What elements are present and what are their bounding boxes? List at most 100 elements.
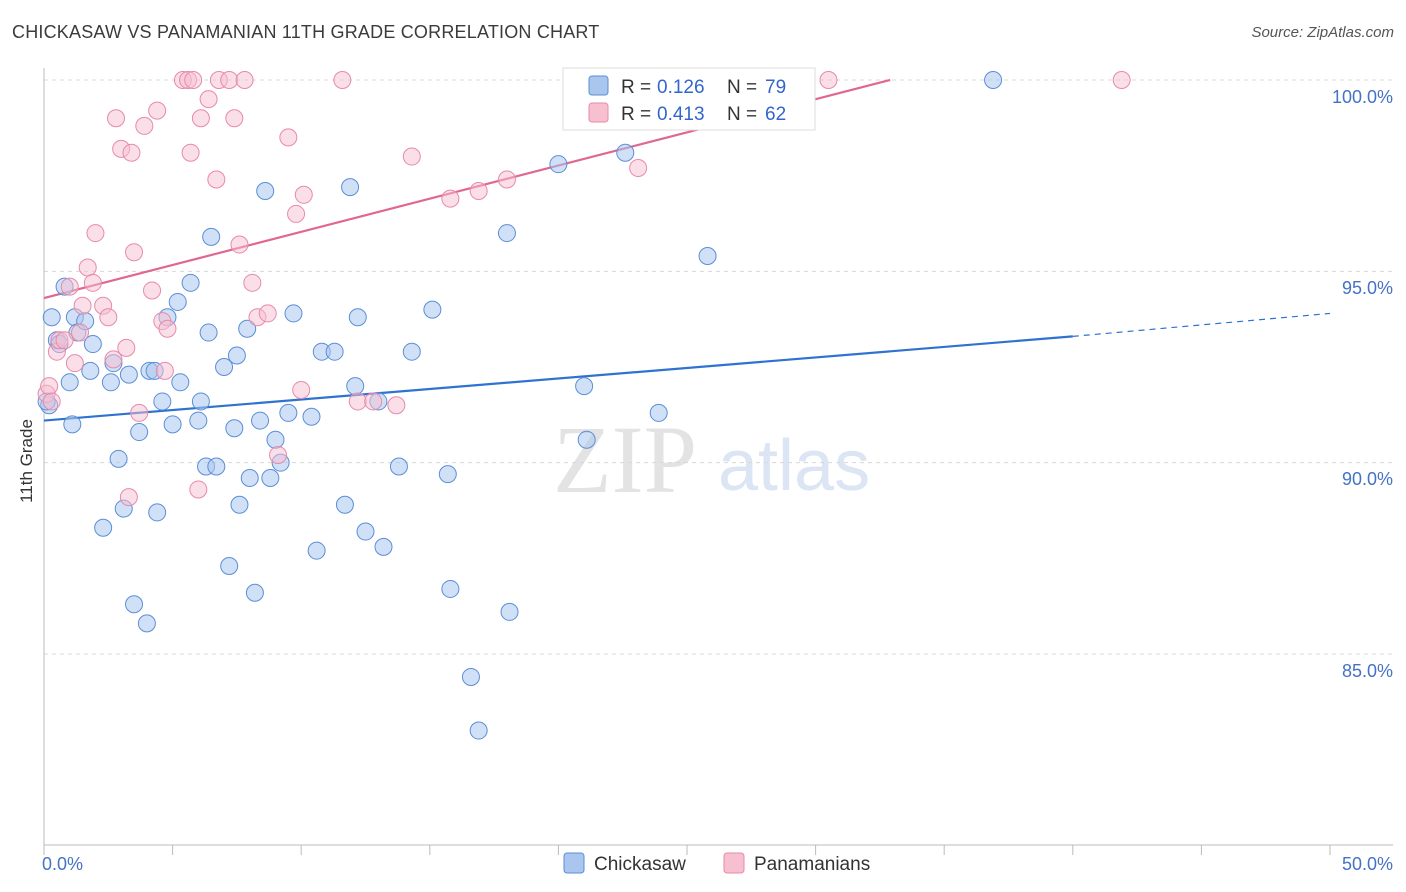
chickasaw-point [109,449,128,468]
series-legend: Chickasaw Panamanians [563,852,870,875]
chickasaw-trend-line [43,335,1073,422]
panamanian-point [199,90,218,109]
panamanian-point [42,392,61,411]
chart-title: CHICKASAW VS PANAMANIAN 11TH GRADE CORRE… [12,22,600,42]
chickasaw-point [168,292,187,311]
chickasaw-point [238,319,257,338]
chickasaw-point [119,365,138,384]
chickasaw-point [307,541,326,560]
chickasaw-point [60,373,79,392]
chickasaw-point [191,392,210,411]
legend-r-label-panamanians: R = [621,104,651,125]
chickasaw-point [497,224,516,243]
panamanian-point [99,308,118,327]
chickasaw-point [374,537,393,556]
chickasaw-point [266,430,285,449]
panamanian-point [181,143,200,162]
y-tick-label-90: 90.0% [1342,469,1393,489]
chickasaw-point [469,721,488,740]
legend-r-value-panamanians: 0.413 [657,104,705,125]
panamanian-point [387,396,406,415]
chickasaw-point [549,155,568,174]
chickasaw-point [279,403,298,422]
source-label: Source: ZipAtlas.com [1251,24,1394,41]
chickasaw-point [284,304,303,323]
chickasaw-point [335,495,354,514]
panamanian-point [333,71,352,89]
panamanian-point [258,304,277,323]
y-tick-label-85: 85.0% [1342,661,1393,681]
chickasaw-point [423,300,442,319]
chickasaw-point [256,181,275,200]
panamanian-point [143,281,162,300]
chickasaw-point [230,495,249,514]
chickasaw-point [240,468,259,487]
chickasaw-point [461,667,480,686]
chickasaw-point [171,373,190,392]
panamanian-point [207,170,226,189]
chickasaw-point [402,342,421,361]
panamanian-point [1112,71,1131,89]
panamanian-point [71,323,90,342]
bottom-legend-label-panamanians: Panamanians [754,854,870,875]
panamanian-point [294,185,313,204]
panamanian-point [65,354,84,373]
legend-n-label-chickasaw: N = [727,77,757,98]
chickasaw-point [348,308,367,327]
panamanian-point [819,71,838,89]
panamanian-point [220,71,239,89]
chickasaw-point [189,411,208,430]
panamanian-point [107,109,126,128]
y-tick-label-95: 95.0% [1342,278,1393,298]
panamanian-point [189,480,208,499]
panamanian-point [78,258,97,277]
panamanian-point [60,277,79,296]
panamanian-point [497,170,516,189]
chickasaw-point [577,430,596,449]
chickasaw-point [500,602,519,621]
panamanian-point [148,101,167,120]
chickasaw-points [37,71,1003,740]
watermark-atlas: atlas [718,426,870,506]
panamanian-point [104,350,123,369]
chickasaw-point [63,415,82,434]
panamanian-point [130,403,149,422]
panamanian-point [73,296,92,315]
chickasaw-point [261,468,280,487]
chickasaw-point [83,335,102,354]
bottom-legend-label-chickasaw: Chickasaw [594,854,686,875]
panamanian-point [441,189,460,208]
chickasaw-point [148,503,167,522]
chickasaw-point [130,423,149,442]
panamanian-point [225,109,244,128]
legend-swatch-chickasaw [588,75,609,96]
x-tick-label-1: 50.0% [1342,854,1393,874]
panamanian-point [269,446,288,465]
stats-legend: R = 0.126 N = 79 R = 0.413 N = 62 [562,67,816,131]
chickasaw-point [389,457,408,476]
legend-r-value-chickasaw: 0.126 [657,77,705,98]
chickasaw-point [42,308,61,327]
chickasaw-point [220,556,239,575]
chickasaw-point [616,143,635,162]
legend-n-label-panamanians: N = [727,104,757,125]
panamanian-point [230,235,249,254]
panamanian-point [83,273,102,292]
chickasaw-point [199,323,218,342]
chickasaw-point [325,342,344,361]
panamanian-point [243,273,262,292]
panamanian-point [184,71,203,89]
legend-n-value-panamanians: 62 [765,104,786,125]
chickasaw-point [153,392,172,411]
legend-n-value-chickasaw: 79 [765,77,786,98]
chickasaw-point [181,273,200,292]
chickasaw-point [356,522,375,541]
bottom-legend-swatch-panamanians [723,852,745,874]
chickasaw-trend-extension [1072,312,1331,337]
chickasaw-point [227,346,246,365]
panamanian-point [40,377,59,396]
chickasaw-point [215,358,234,376]
chickasaw-point [137,614,156,633]
chickasaw-point [438,465,457,484]
panamanian-point [119,488,138,507]
